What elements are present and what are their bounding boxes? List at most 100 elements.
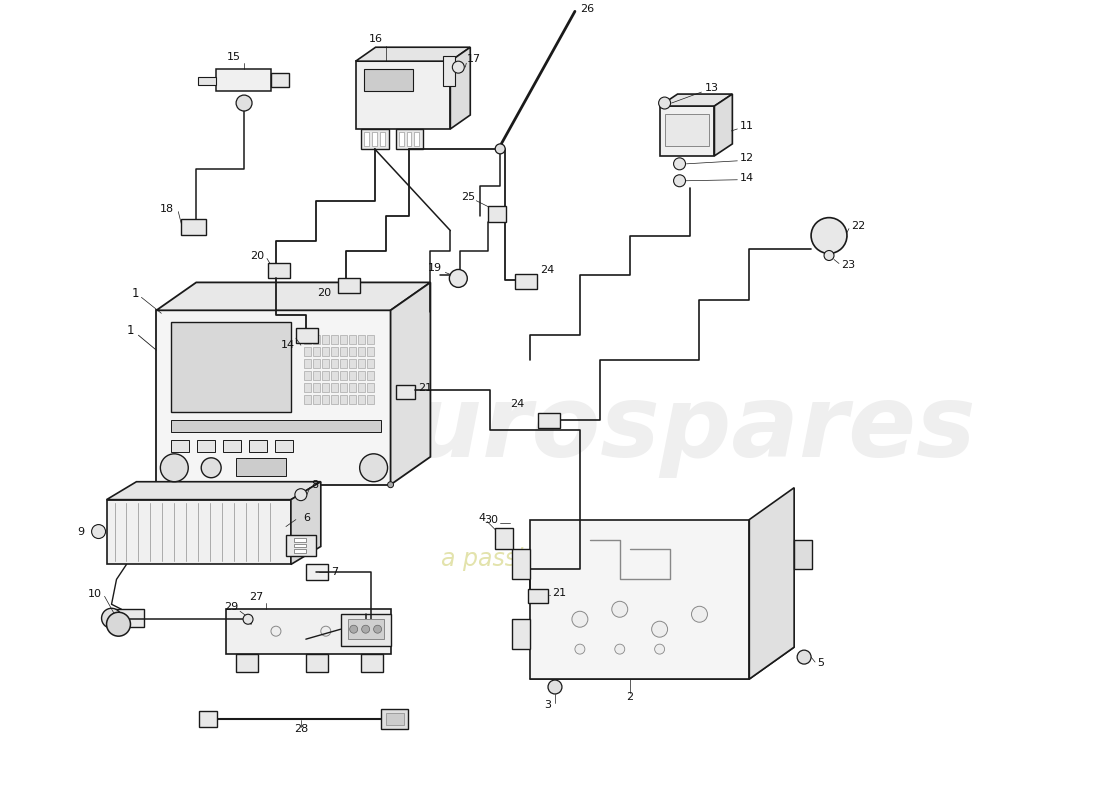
Text: 15: 15 — [227, 52, 241, 62]
Circle shape — [243, 614, 253, 624]
Text: 8: 8 — [311, 480, 318, 490]
Bar — [172, 420, 381, 432]
Polygon shape — [290, 482, 321, 565]
Text: 22: 22 — [851, 221, 866, 230]
Text: a passion for parts since 1985: a passion for parts since 1985 — [441, 547, 799, 571]
Bar — [227, 610, 390, 654]
Bar — [236, 654, 258, 672]
Bar — [358, 395, 364, 404]
Bar — [349, 347, 355, 356]
Text: 28: 28 — [294, 724, 308, 734]
Bar — [366, 359, 374, 368]
Circle shape — [362, 626, 370, 633]
Text: 2: 2 — [626, 692, 634, 702]
Circle shape — [798, 650, 811, 664]
Bar — [364, 132, 368, 146]
Bar — [358, 371, 364, 380]
Bar — [312, 335, 320, 344]
Circle shape — [654, 644, 664, 654]
Bar — [349, 395, 355, 404]
Bar — [513, 619, 530, 649]
Bar — [340, 359, 346, 368]
Bar — [338, 278, 360, 294]
Bar — [358, 347, 364, 356]
Bar — [304, 347, 311, 356]
Bar — [515, 274, 537, 290]
Bar — [331, 395, 338, 404]
Polygon shape — [714, 94, 733, 156]
Bar — [340, 335, 346, 344]
Text: 13: 13 — [704, 83, 718, 93]
Text: 19: 19 — [428, 263, 442, 274]
Bar — [364, 69, 414, 91]
Circle shape — [659, 97, 671, 109]
Bar — [530, 519, 749, 679]
Circle shape — [548, 680, 562, 694]
Circle shape — [201, 458, 221, 478]
Circle shape — [673, 158, 685, 170]
Circle shape — [161, 454, 188, 482]
Bar — [114, 610, 144, 627]
Bar — [379, 132, 385, 146]
Text: 9: 9 — [77, 526, 85, 537]
Bar — [107, 500, 290, 565]
Text: 26: 26 — [580, 4, 594, 14]
Bar — [358, 359, 364, 368]
Bar — [366, 335, 374, 344]
Bar — [794, 539, 812, 570]
Circle shape — [236, 95, 252, 111]
Text: 10: 10 — [88, 590, 101, 599]
Bar — [443, 56, 455, 86]
Bar — [268, 263, 290, 278]
Bar — [182, 218, 206, 234]
Bar — [294, 543, 306, 547]
Text: 24: 24 — [509, 399, 524, 409]
Bar — [312, 383, 320, 392]
Bar — [660, 106, 714, 156]
Bar — [340, 371, 346, 380]
Bar — [156, 310, 390, 485]
Bar — [349, 335, 355, 344]
Circle shape — [824, 250, 834, 261]
Bar — [331, 347, 338, 356]
Bar — [366, 395, 374, 404]
Bar — [172, 440, 189, 452]
Bar — [366, 383, 374, 392]
Bar — [331, 359, 338, 368]
Polygon shape — [749, 488, 794, 679]
Circle shape — [321, 626, 331, 636]
Bar — [415, 132, 419, 146]
Bar — [366, 371, 374, 380]
Text: 1: 1 — [132, 287, 139, 300]
Bar — [538, 413, 560, 428]
Bar — [331, 335, 338, 344]
Circle shape — [495, 144, 505, 154]
Text: 29: 29 — [223, 602, 238, 612]
Bar — [396, 129, 424, 149]
Text: 14: 14 — [280, 340, 295, 350]
Bar — [322, 359, 329, 368]
Circle shape — [101, 608, 121, 628]
Text: 21: 21 — [418, 383, 432, 393]
Bar — [340, 383, 346, 392]
Text: 5: 5 — [817, 658, 824, 668]
Bar — [271, 73, 289, 87]
Bar — [236, 458, 286, 476]
Bar — [306, 565, 328, 580]
Bar — [198, 77, 217, 85]
Bar — [396, 385, 416, 399]
Circle shape — [387, 482, 394, 488]
Bar — [312, 371, 320, 380]
Bar — [306, 654, 328, 672]
Bar — [304, 395, 311, 404]
Polygon shape — [156, 282, 430, 310]
Bar — [322, 335, 329, 344]
Text: 7: 7 — [331, 567, 338, 578]
Bar — [361, 129, 388, 149]
Bar — [223, 440, 241, 452]
Bar — [355, 61, 450, 129]
Bar — [495, 527, 513, 550]
Circle shape — [612, 602, 628, 618]
Polygon shape — [450, 47, 471, 129]
Bar — [294, 538, 306, 542]
